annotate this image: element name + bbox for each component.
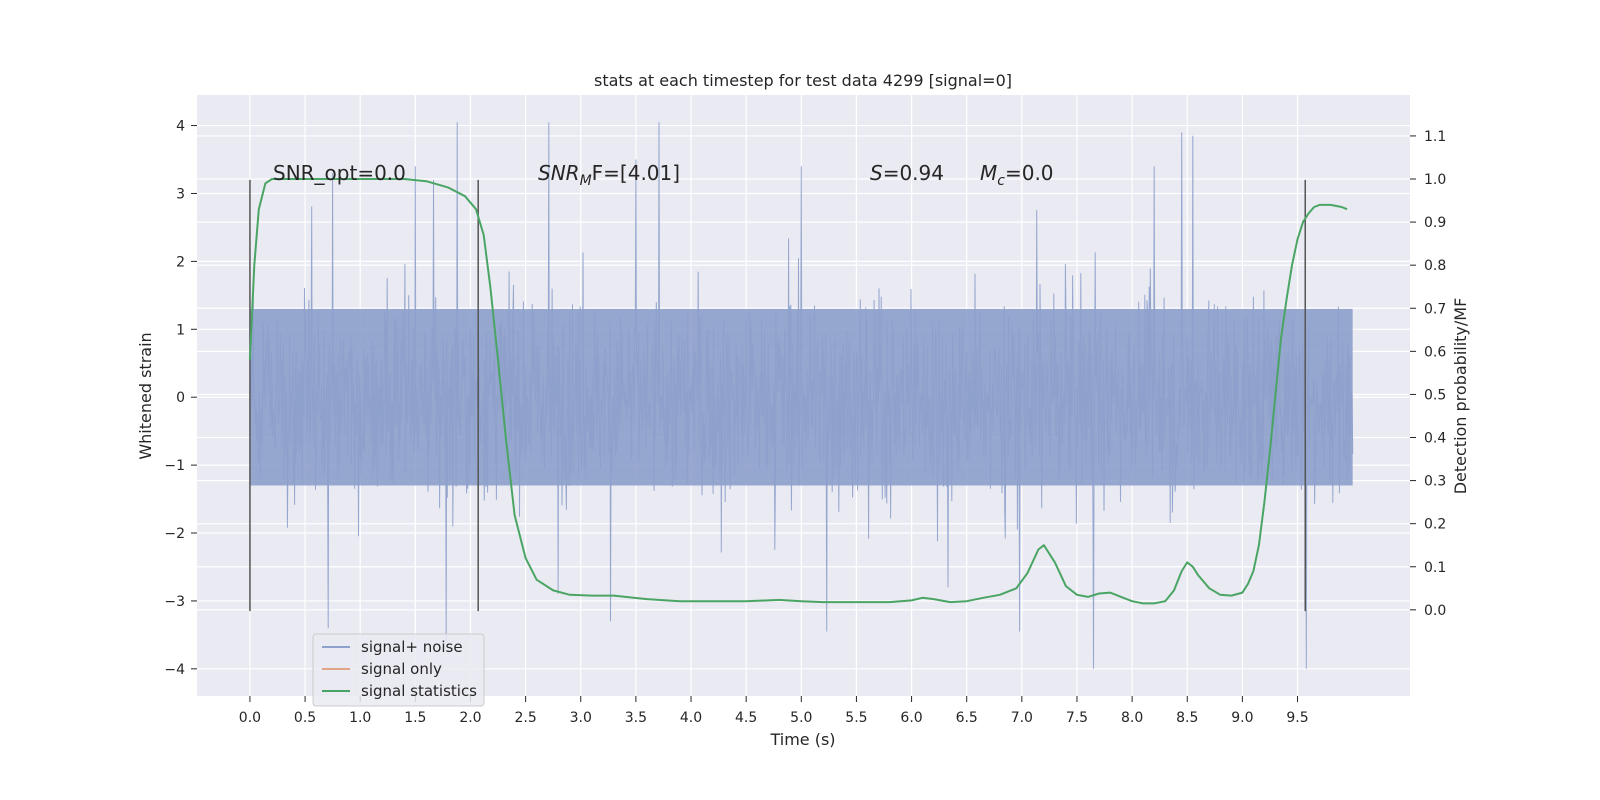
legend-label-signal-noise: signal+ noise [361, 638, 463, 656]
y-right-tick-label: 0.3 [1424, 474, 1446, 490]
x-tick-label: 5.0 [790, 710, 812, 726]
mc-sub: c [997, 173, 1005, 189]
mc-main: M [980, 161, 997, 185]
x-tick-label: 6.5 [956, 710, 978, 726]
y-tick-label: −3 [164, 594, 185, 610]
y-right-tick-label: 0.9 [1424, 215, 1446, 231]
x-tick-label: 7.5 [1066, 710, 1088, 726]
x-tick-label: 0.0 [239, 710, 261, 726]
x-axis-ticks: 0.0 0.5 1.0 1.5 2.0 2.5 3.0 3.5 4.0 4.5 5.0 5.5 6.0 6… [239, 696, 1309, 726]
x-tick-label: 8.5 [1176, 710, 1198, 726]
x-tick-label: 1.0 [349, 710, 371, 726]
y-right-tick-label: 0.6 [1424, 344, 1446, 360]
x-tick-label: 9.5 [1286, 710, 1308, 726]
y-right-tick-label: 0.7 [1424, 301, 1446, 317]
signal-statistics-series [248, 178, 1348, 605]
y-tick-label: −2 [164, 526, 185, 542]
signal-noise-line [249, 122, 1354, 669]
snr-mf-sub: M [580, 173, 592, 189]
x-tick-label: 8.0 [1121, 710, 1143, 726]
y-right-tick-label: 0.0 [1424, 603, 1446, 619]
y-tick-label: 4 [176, 119, 185, 135]
y-right-axis-title: Detection probability/MF [1451, 298, 1470, 495]
s-annotation: S=0.94 [870, 161, 944, 185]
x-tick-label: 1.5 [404, 710, 426, 726]
y-tick-label: −1 [164, 458, 185, 474]
s-rest: =0.94 [883, 161, 944, 185]
y-tick-label: 0 [176, 390, 185, 406]
snr-mf-annotation: SNRMF=[4.01] [538, 161, 680, 189]
s-main: S [870, 161, 883, 185]
x-tick-label: 2.5 [514, 710, 536, 726]
right-axis-ticks: 0.0 0.1 0.2 0.3 0.4 0.5 0.6 0.7 0.8 0.9 1.0 1.1 [1410, 129, 1446, 619]
x-tick-label: 7.0 [1011, 710, 1033, 726]
x-tick-label: 9.0 [1231, 710, 1253, 726]
x-tick-label: 3.0 [570, 710, 592, 726]
x-tick-label: 4.0 [680, 710, 702, 726]
snr-mf-main: SNR [538, 161, 580, 185]
y-tick-label: −4 [164, 662, 185, 678]
y-right-tick-label: 0.1 [1424, 560, 1446, 576]
left-axis-ticks: −4 −3 −2 −1 0 1 2 3 4 [164, 119, 197, 678]
vertical-markers [249, 179, 1306, 612]
y-right-tick-label: 0.5 [1424, 387, 1446, 403]
x-axis-title: Time (s) [769, 730, 835, 749]
signal-statistics-line [248, 178, 1348, 605]
snr-mf-rest: F=[4.01] [592, 161, 680, 185]
x-tick-label: 3.5 [625, 710, 647, 726]
legend: signal+ noise signal only signal statist… [312, 633, 485, 707]
legend-label-signal-statistics: signal statistics [361, 682, 477, 700]
y-tick-label: 2 [176, 254, 185, 270]
mc-rest: =0.0 [1005, 161, 1054, 185]
legend-box [312, 633, 485, 707]
snr-opt-annotation: SNR_opt=0.0 [273, 161, 406, 185]
y-axis-title: Whitened strain [136, 332, 155, 459]
mc-annotation: Mc=0.0 [980, 161, 1054, 189]
legend-label-signal-only: signal only [361, 660, 442, 678]
y-right-tick-label: 1.0 [1424, 172, 1446, 188]
y-right-tick-label: 0.2 [1424, 517, 1446, 533]
y-tick-label: 1 [176, 322, 185, 338]
x-tick-label: 4.5 [735, 710, 757, 726]
x-tick-label: 5.5 [845, 710, 867, 726]
y-tick-label: 3 [176, 186, 185, 202]
x-tick-label: 2.0 [459, 710, 481, 726]
signal-noise-series [249, 122, 1354, 669]
x-tick-label: 6.0 [900, 710, 922, 726]
x-tick-label: 0.5 [294, 710, 316, 726]
chart-title: stats at each timestep for test data 429… [594, 71, 1012, 90]
y-right-tick-label: 1.1 [1424, 129, 1446, 145]
y-right-tick-label: 0.8 [1424, 258, 1446, 274]
y-right-tick-label: 0.4 [1424, 431, 1446, 447]
